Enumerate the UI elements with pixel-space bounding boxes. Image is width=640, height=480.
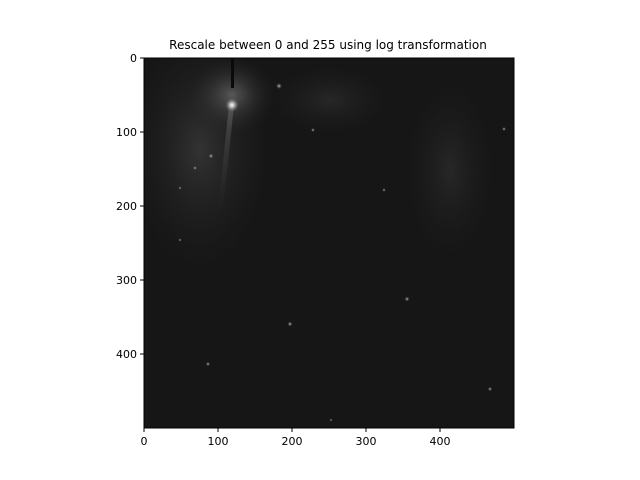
bright-source-halo [187, 58, 277, 135]
star [404, 296, 410, 302]
nebula-haze-right [405, 80, 495, 260]
y-tick-label: 0 [130, 52, 137, 65]
x-tick-label: 0 [141, 435, 148, 448]
star [382, 188, 386, 192]
saturated-column [231, 58, 234, 88]
star [502, 127, 506, 131]
y-tick-label: 100 [116, 126, 137, 139]
star [329, 418, 333, 422]
nebula-haze-top [270, 65, 390, 135]
x-tick-label: 400 [430, 435, 451, 448]
y-tick-label: 200 [116, 200, 137, 213]
x-axis: 0 100 200 300 400 [141, 428, 451, 448]
bright-source-streak [217, 104, 234, 215]
image-panel [144, 58, 514, 428]
x-tick-label: 100 [208, 435, 229, 448]
star [287, 321, 293, 327]
star [311, 128, 315, 132]
x-tick-label: 200 [282, 435, 303, 448]
figure-title: Rescale between 0 and 255 using log tran… [169, 38, 487, 52]
y-tick-label: 400 [116, 348, 137, 361]
y-tick-label: 300 [116, 274, 137, 287]
x-tick-label: 300 [356, 435, 377, 448]
star [178, 186, 182, 190]
star [487, 386, 493, 392]
y-axis: 0 100 200 300 400 [116, 52, 144, 361]
star [208, 153, 214, 159]
star [178, 238, 182, 242]
bright-source-core [225, 98, 239, 112]
star [276, 83, 282, 89]
axes-frame [143, 57, 515, 429]
star [193, 166, 197, 170]
star [205, 361, 211, 367]
